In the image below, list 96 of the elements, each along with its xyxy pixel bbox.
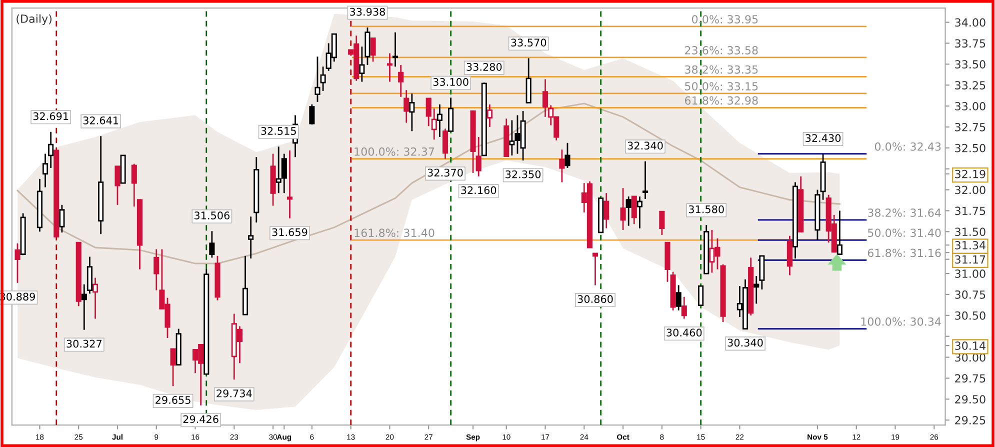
y-tick-label: 30.50 (955, 311, 986, 320)
ref-line-label: 50.0%: 31.40 (868, 228, 941, 238)
text: (Daily) (16, 14, 52, 26)
y-tick-label: 32.50 (955, 144, 986, 152)
candlestick (542, 78, 548, 118)
candlestick (42, 153, 48, 188)
ref-line-label: 23.6%: 33.58 (685, 46, 758, 54)
ref-line-label: 0.0%: 33.95 (692, 15, 758, 24)
candlestick (426, 98, 432, 127)
candlestick (131, 163, 137, 208)
annotation: 32.370 (428, 168, 463, 177)
ref-line-label: 38.2%: 33.35 (685, 65, 758, 74)
candlestick (620, 187, 626, 231)
candlestick (659, 210, 665, 236)
annotation: 32.340 (628, 142, 663, 150)
candlestick (564, 142, 570, 169)
ref-line-label: 61.8%: 31.16 (868, 248, 941, 258)
candlestick (448, 96, 454, 132)
candlestick (676, 284, 682, 312)
candlestick (81, 284, 87, 331)
candlestick (59, 204, 65, 234)
annotation: 31.580 (688, 205, 724, 214)
annotation: 31.506 (194, 212, 230, 220)
candlestick (626, 196, 632, 226)
annotation: 32.430 (806, 134, 841, 142)
candlestick (559, 148, 565, 183)
candlestick (170, 348, 176, 387)
candlestick (754, 275, 760, 304)
annotation: 33.100 (433, 78, 468, 86)
annotation: 30.340 (728, 338, 763, 347)
candlestick (248, 216, 254, 260)
candlestick (442, 128, 448, 160)
y-tick-label: 32.19 (955, 170, 986, 178)
candlestick (370, 38, 376, 62)
candlestick (392, 32, 398, 68)
candlestick (309, 104, 315, 126)
annotation: 32.160 (461, 186, 496, 194)
candlestick (14, 242, 20, 284)
candlestick (476, 136, 482, 178)
candlestick (636, 196, 642, 229)
candlestick (681, 296, 687, 320)
ref-line-label: 0.0%: 32.43 (874, 142, 941, 151)
annotation: 31.659 (272, 228, 308, 236)
y-tick-label: 32.75 (955, 122, 986, 132)
y-tick-label: 31.17 (955, 255, 986, 264)
annotation: 30.327 (66, 340, 102, 348)
candlestick (642, 160, 648, 200)
y-tick-label: 30.75 (955, 290, 986, 299)
annotation: 29.734 (216, 389, 252, 398)
candlestick (386, 52, 392, 82)
y-tick-label: 33.00 (955, 102, 986, 110)
candlestick (592, 252, 598, 286)
ref-line-label: 50.0%: 33.15 (685, 82, 758, 90)
candlestick (320, 66, 326, 92)
ref-line-label: 100.0%: 30.34 (861, 317, 941, 326)
y-tick-label: 29.25 (955, 416, 986, 424)
y-tick-label: 31.75 (955, 206, 986, 216)
ref-line-label: 161.8%: 31.40 (354, 228, 434, 238)
y-tick-label: 29.75 (955, 374, 986, 383)
candlestick (698, 285, 704, 306)
candlestick (209, 230, 215, 258)
y-tick-label: 33.25 (955, 81, 986, 90)
candlestick (404, 89, 410, 124)
annotation: 33.570 (511, 38, 546, 47)
candlestick (604, 192, 610, 229)
y-tick-label: 33.50 (955, 60, 986, 69)
candlestick (409, 92, 415, 132)
candlestick (286, 150, 292, 220)
candlestick (154, 248, 160, 291)
annotation: 32.641 (83, 116, 118, 124)
candlestick (114, 166, 120, 206)
candlestick (836, 210, 842, 255)
y-tick-label: 31.34 (955, 241, 986, 250)
y-tick-label: 29.50 (955, 395, 986, 404)
annotation: 29.655 (156, 396, 190, 404)
ref-line-label: 38.2%: 31.64 (868, 208, 941, 217)
annotation: 33.938 (350, 8, 385, 16)
annotation: 33.280 (466, 62, 502, 71)
annotation: 30.860 (578, 295, 613, 304)
annotation: 29.426 (183, 415, 218, 424)
candlestick (48, 131, 54, 169)
candlestick (631, 196, 637, 225)
y-tick-label: 34.00 (955, 18, 986, 27)
y-tick-label: 33.75 (955, 39, 986, 48)
annotation: 32.350 (506, 170, 541, 178)
annotation: 32.691 (33, 112, 68, 120)
candlestick (398, 64, 404, 98)
candlestick (359, 46, 365, 82)
y-tick-label: 32.00 (955, 186, 986, 194)
candlestick (314, 56, 320, 103)
y-tick-label: 30.14 (955, 342, 986, 350)
annotation: 30.460 (666, 328, 702, 337)
y-tick-label: 31.00 (955, 269, 986, 278)
annotation: 32.515 (261, 127, 296, 135)
y-tick-label: 31.50 (955, 228, 986, 236)
ref-line-label: 100.0%: 32.37 (354, 147, 434, 156)
